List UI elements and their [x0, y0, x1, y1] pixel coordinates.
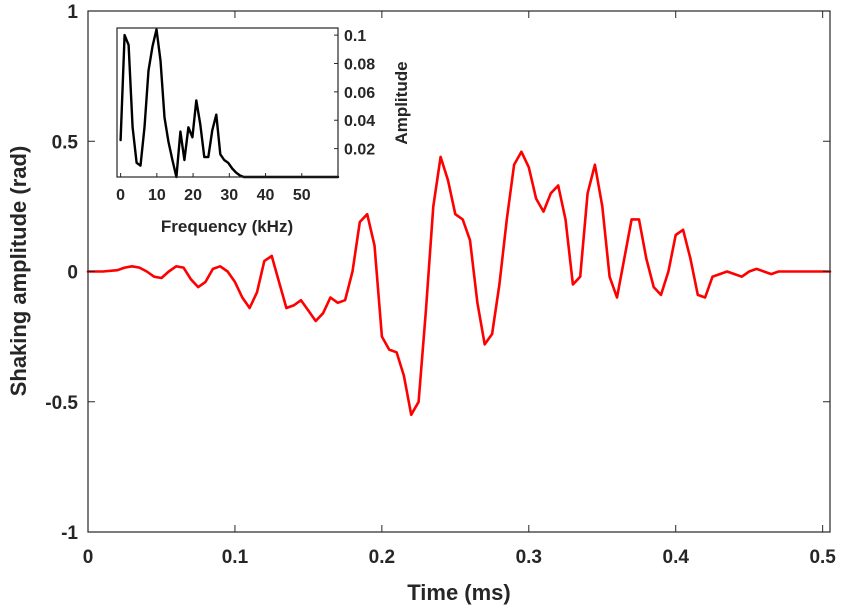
main-x-tick-label: 0.4	[663, 547, 690, 568]
main-y-tick-label: 0.5	[52, 132, 79, 153]
inset-plot: 0 10 20 30 40 50 0.02 0.04 0.06 0.08 0.1 Frequency…	[116, 27, 411, 236]
inset-plot-area	[117, 28, 338, 177]
inset-y-tick-label: 0.04	[344, 113, 375, 130]
main-y-tick-label: -1	[61, 523, 78, 544]
inset-x-tick-label: 20	[184, 187, 202, 204]
main-x-tick-label: 0.2	[369, 547, 395, 568]
main-x-tick-label: 0	[83, 547, 94, 568]
inset-y-tick-label: 0.06	[344, 85, 375, 102]
main-x-tick-label: 0.3	[516, 547, 542, 568]
main-series-line-signal	[86, 150, 832, 417]
main-y-tick-label: 0	[67, 263, 78, 284]
main-x-tick-label: 0.1	[222, 547, 249, 568]
inset-x-tick-label: 50	[293, 187, 311, 204]
inset-axes-box	[116, 27, 339, 178]
main-y-tick-label: -0.5	[45, 393, 78, 414]
inset-y-tick-label: 0.02	[344, 142, 375, 159]
inset-x-tick-label: 30	[220, 187, 238, 204]
inset-x-tick-label: 0	[116, 187, 125, 204]
inset-y-tick-label: 0.08	[344, 56, 375, 73]
main-y-axis-label: Shaking amplitude (rad)	[6, 146, 31, 397]
main-y-tick-label: 1	[67, 2, 78, 23]
inset-x-tick-label: 10	[148, 187, 166, 204]
inset-x-tick-label: 40	[257, 187, 275, 204]
main-x-axis-label: Time (ms)	[407, 580, 511, 605]
inset-x-axis-label: Frequency (kHz)	[161, 217, 293, 236]
main-x-tick-label: 0.5	[809, 547, 836, 568]
inset-y-axis-label: Amplitude	[392, 61, 411, 144]
inset-series-line-spectrum	[119, 28, 340, 179]
inset-y-tick-label: 0.1	[344, 28, 366, 45]
